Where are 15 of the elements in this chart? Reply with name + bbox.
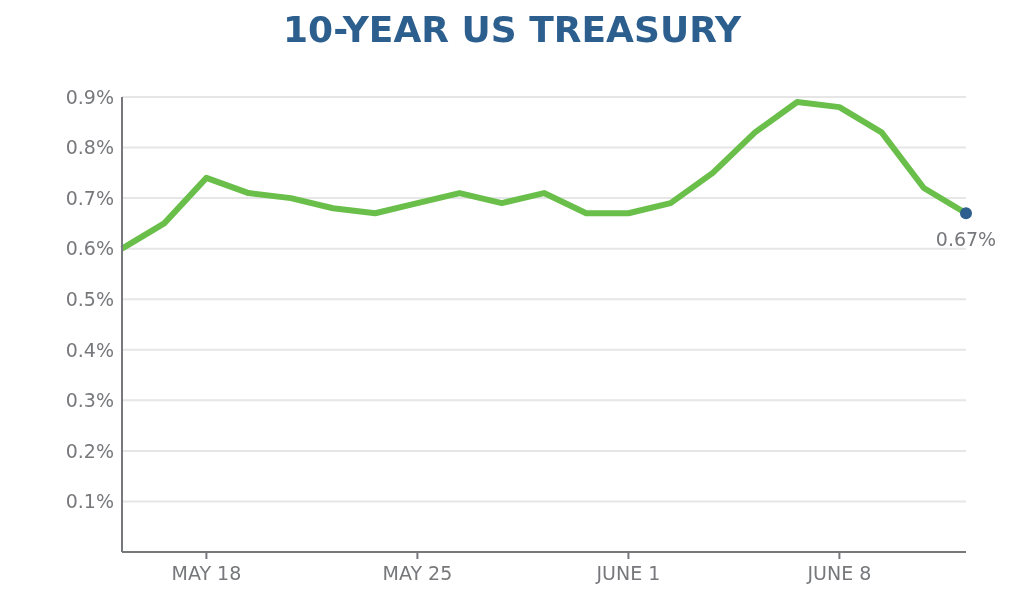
y-tick-label: 0.8% — [65, 136, 114, 159]
y-tick-label: 0.1% — [65, 490, 114, 513]
chart-title: 10-YEAR US TREASURY — [282, 8, 742, 52]
y-tick-label: 0.4% — [65, 338, 114, 361]
y-tick-label: 0.2% — [65, 439, 114, 462]
y-tick-label: 0.3% — [65, 389, 114, 412]
x-tick-label: JUNE 8 — [806, 562, 872, 584]
y-tick-label: 0.5% — [65, 287, 114, 310]
y-tick-label: 0.6% — [65, 237, 114, 260]
y-tick-label: 0.7% — [65, 186, 114, 209]
y-tick-label: 0.9% — [65, 85, 114, 108]
data-label: 0.67% — [935, 228, 997, 251]
x-tick-label: MAY 18 — [171, 562, 242, 584]
x-tick-label: MAY 25 — [382, 562, 453, 584]
x-tick-label: JUNE 1 — [595, 562, 661, 584]
